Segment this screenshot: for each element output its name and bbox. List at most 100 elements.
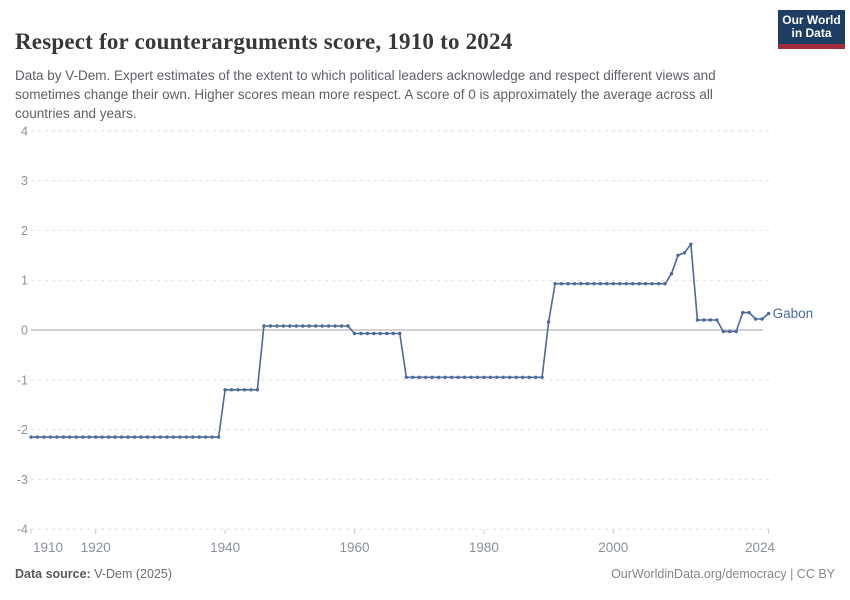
data-point-marker[interactable] [579,282,583,286]
data-point-marker[interactable] [721,329,725,334]
data-point-marker[interactable] [424,375,428,379]
data-point-marker[interactable] [223,388,227,392]
data-point-marker[interactable] [184,435,188,439]
data-point-marker[interactable] [637,282,641,286]
data-point-marker[interactable] [482,375,486,379]
data-point-marker[interactable] [682,251,687,255]
data-point-marker[interactable] [430,375,434,379]
data-point-marker[interactable] [145,435,150,439]
data-point-marker[interactable] [456,375,460,379]
data-point-marker[interactable] [566,282,570,286]
data-point-marker[interactable] [592,282,596,286]
data-point-marker[interactable] [741,310,745,315]
footer-attribution-link[interactable]: OurWorldinData.org/democracy | CC BY [611,567,835,581]
data-point-marker[interactable] [68,435,72,439]
data-point-marker[interactable] [326,324,331,328]
data-point-marker[interactable] [753,317,758,321]
data-point-marker[interactable] [689,242,693,246]
data-point-marker[interactable] [275,324,279,328]
data-point-marker[interactable] [249,388,253,392]
data-point-marker[interactable] [663,282,667,286]
data-point-marker[interactable] [236,388,240,392]
data-point-marker[interactable] [404,375,408,379]
data-point-marker[interactable] [74,435,79,439]
data-point-marker[interactable] [35,435,40,439]
data-point-marker[interactable] [48,435,53,439]
data-point-marker[interactable] [100,435,104,439]
data-point-marker[interactable] [443,375,447,379]
data-point-marker[interactable] [178,435,182,439]
data-point-marker[interactable] [656,282,661,286]
data-point-marker[interactable] [87,435,91,439]
data-point-marker[interactable] [624,282,628,286]
data-point-marker[interactable] [346,324,350,328]
data-point-marker[interactable] [365,331,370,336]
data-point-marker[interactable] [132,435,137,439]
data-point-marker[interactable] [314,324,318,328]
data-point-marker[interactable] [255,388,260,392]
data-point-marker[interactable] [191,435,195,439]
data-point-marker[interactable] [540,375,544,379]
data-point-marker[interactable] [598,282,603,286]
data-point-marker[interactable] [152,435,156,439]
data-point-marker[interactable] [29,435,33,439]
data-point-marker[interactable] [734,329,738,334]
data-point-marker[interactable] [119,435,124,439]
data-point-marker[interactable] [534,375,538,379]
data-point-marker[interactable] [339,324,344,328]
data-point-marker[interactable] [165,435,169,439]
data-point-marker[interactable] [553,282,557,286]
data-point-marker[interactable] [158,435,163,439]
data-point-marker[interactable] [378,331,383,336]
data-point-marker[interactable] [708,318,713,322]
data-point-marker[interactable] [242,388,247,392]
data-point-marker[interactable] [611,282,615,286]
data-point-marker[interactable] [572,282,577,286]
data-point-marker[interactable] [676,253,680,257]
data-point-marker[interactable] [288,324,292,328]
data-point-marker[interactable] [229,388,234,392]
data-point-marker[interactable] [320,324,324,328]
data-point-marker[interactable] [469,375,473,379]
data-point-marker[interactable] [702,318,706,322]
data-point-marker[interactable] [585,282,590,286]
data-point-marker[interactable] [436,375,441,379]
data-point-marker[interactable] [559,282,564,286]
data-point-marker[interactable] [514,375,518,379]
data-point-marker[interactable] [618,282,622,286]
gabon-line-series[interactable] [30,243,770,438]
data-point-marker[interactable] [398,331,402,336]
data-point-marker[interactable] [301,324,305,328]
data-point-marker[interactable] [307,324,311,328]
owid-logo[interactable]: Our World in Data [778,10,845,49]
data-point-marker[interactable] [417,375,421,379]
data-point-marker[interactable] [210,435,214,439]
data-point-marker[interactable] [411,375,415,379]
data-point-marker[interactable] [605,282,609,286]
data-point-marker[interactable] [197,435,201,439]
data-point-marker[interactable] [475,375,480,379]
data-point-marker[interactable] [94,435,98,439]
data-point-marker[interactable] [643,282,648,286]
data-point-marker[interactable] [385,331,389,336]
data-point-marker[interactable] [527,375,531,379]
data-point-marker[interactable] [126,435,130,439]
data-point-marker[interactable] [462,375,467,379]
data-point-marker[interactable] [42,435,46,439]
data-point-marker[interactable] [81,435,85,439]
data-point-marker[interactable] [521,375,525,379]
data-point-marker[interactable] [262,324,266,328]
data-point-marker[interactable] [546,320,551,324]
data-point-marker[interactable] [650,282,654,286]
data-point-marker[interactable] [216,435,221,439]
data-point-marker[interactable] [495,375,499,379]
data-point-marker[interactable] [113,435,117,439]
data-point-marker[interactable] [55,435,59,439]
data-point-marker[interactable] [61,435,66,439]
data-point-marker[interactable] [139,435,143,439]
data-point-marker[interactable] [695,318,700,322]
data-point-marker[interactable] [760,317,764,321]
data-point-marker[interactable] [766,311,771,316]
data-point-marker[interactable] [294,324,298,328]
data-point-marker[interactable] [352,331,357,336]
